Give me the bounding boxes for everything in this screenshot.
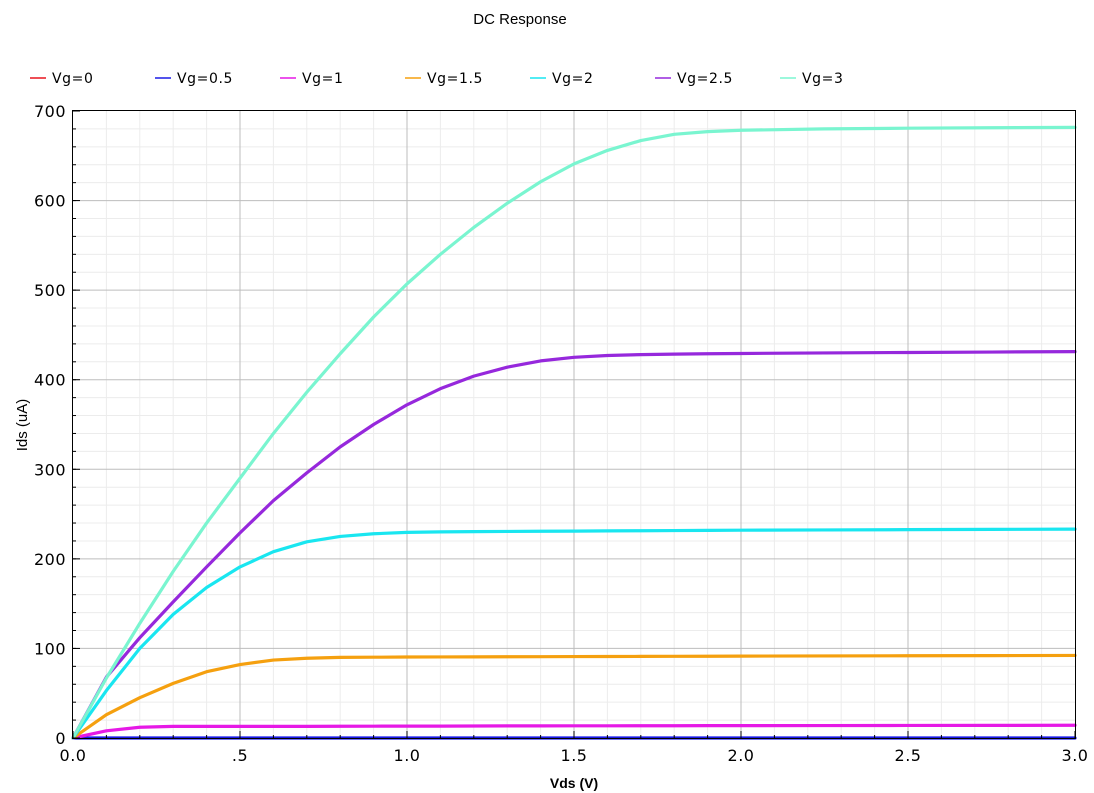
x-tick-label: .5 bbox=[232, 746, 248, 765]
legend-label: Vg=0 bbox=[52, 71, 94, 87]
x-tick-labels: 0.0 .5 1.0 1.5 2.0 2.5 3.0 bbox=[60, 746, 1089, 765]
major-grid bbox=[73, 111, 1075, 738]
legend-item: Vg=1 bbox=[280, 71, 344, 87]
x-tick-label: 3.0 bbox=[1062, 746, 1089, 765]
legend-label: Vg=1.5 bbox=[427, 71, 483, 87]
y-tick-label: 300 bbox=[34, 460, 66, 479]
y-tick-label: 500 bbox=[34, 281, 66, 300]
legend-label: Vg=2.5 bbox=[677, 71, 733, 87]
x-tick-label: 1.5 bbox=[561, 746, 588, 765]
plot-frame bbox=[72, 110, 1076, 739]
x-tick-label: 1.0 bbox=[394, 746, 421, 765]
series-line-vg2 bbox=[71, 527, 1077, 740]
legend-label: Vg=3 bbox=[802, 71, 844, 87]
y-tick-label: 400 bbox=[34, 371, 66, 390]
legend-item: Vg=0.5 bbox=[155, 71, 233, 87]
legend: Vg=0 Vg=0.5 Vg=1 Vg=1.5 Vg=2 Vg=2.5 Vg=3 bbox=[30, 71, 844, 87]
x-tick-label: 0.0 bbox=[60, 746, 87, 765]
series-line-vg1p5 bbox=[71, 653, 1077, 740]
series-line-vg3 bbox=[71, 125, 1077, 740]
x-tick-label: 2.0 bbox=[728, 746, 755, 765]
y-tick-label: 600 bbox=[34, 192, 66, 211]
y-tick-labels: 0 100 200 300 400 500 600 700 bbox=[34, 102, 66, 748]
legend-label: Vg=2 bbox=[552, 71, 594, 87]
x-tick-label: 2.5 bbox=[895, 746, 922, 765]
series-line-vg2p5 bbox=[71, 349, 1077, 740]
legend-item: Vg=2 bbox=[530, 71, 594, 87]
y-tick-label: 200 bbox=[34, 550, 66, 569]
chart-title: DC Response bbox=[473, 11, 566, 28]
axis-ticks bbox=[72, 110, 1076, 739]
legend-label: Vg=0.5 bbox=[177, 71, 233, 87]
legend-item: Vg=2.5 bbox=[655, 71, 733, 87]
y-tick-label: 100 bbox=[34, 639, 66, 658]
legend-label: Vg=1 bbox=[302, 71, 344, 87]
y-tick-label: 700 bbox=[34, 102, 66, 121]
y-tick-label: 0 bbox=[55, 729, 66, 748]
legend-item: Vg=1.5 bbox=[405, 71, 483, 87]
y-axis-label: Ids (uA) bbox=[14, 399, 31, 452]
legend-item: Vg=3 bbox=[780, 71, 844, 87]
series-line-vg1 bbox=[71, 723, 1077, 740]
x-axis-label: Vds (V) bbox=[550, 775, 598, 791]
legend-item: Vg=0 bbox=[30, 71, 94, 87]
